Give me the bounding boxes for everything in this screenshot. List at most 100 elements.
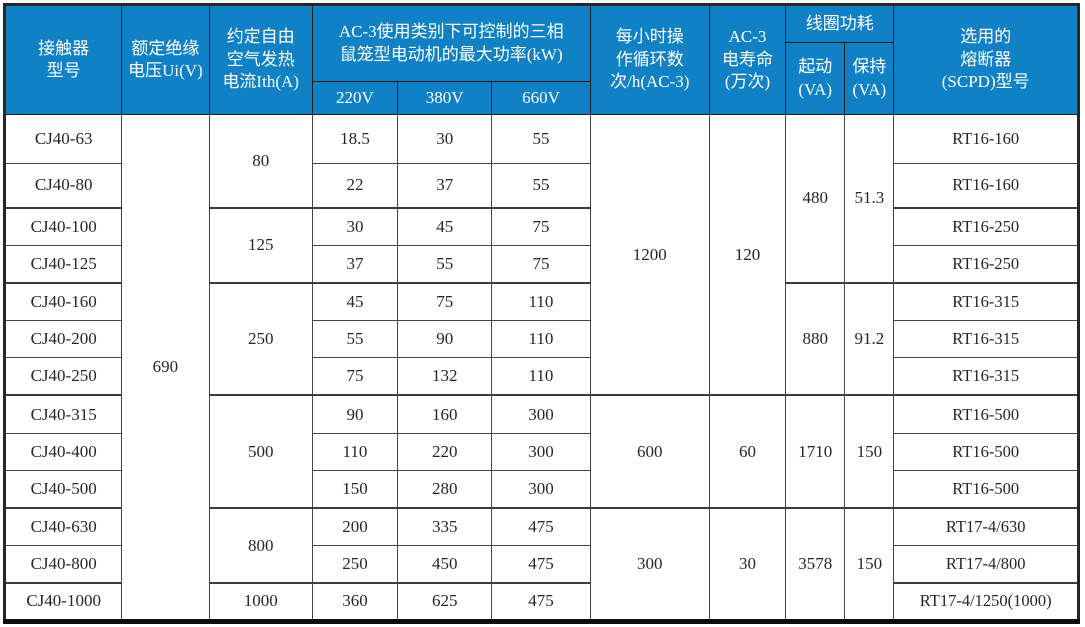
kw220-cell: 18.5 <box>311 114 399 164</box>
model-cell: CJ40-800 <box>3 545 123 584</box>
model-cell: CJ40-500 <box>3 470 123 509</box>
rated-voltage-cell: 690 <box>121 114 210 622</box>
kw660-cell: 475 <box>491 507 591 547</box>
ops-cell: 1200 <box>589 114 710 396</box>
kw220-cell: 75 <box>311 357 399 396</box>
header-kw-660v: 660V <box>491 81 591 115</box>
table-row: CJ40-200 55 90 110 RT16-315 <box>3 319 1079 359</box>
coil-hold-cell: 91.2 <box>844 281 895 396</box>
header-kw-380v: 380V <box>397 81 493 115</box>
table-row: CJ40-500 150 280 300 RT16-500 <box>3 470 1079 509</box>
kw380-cell: 132 <box>397 357 493 396</box>
coil-hold-cell: 150 <box>844 507 895 622</box>
kw660-cell: 300 <box>491 394 591 434</box>
model-cell: CJ40-630 <box>3 507 123 547</box>
kw220-cell: 30 <box>311 206 399 246</box>
kw660-cell: 55 <box>491 114 591 164</box>
fuse-cell: RT16-315 <box>893 319 1079 359</box>
kw380-cell: 335 <box>397 507 493 547</box>
kw380-cell: 45 <box>397 206 493 246</box>
header-electrical-life: AC-3 电寿命 (万次) <box>708 4 787 115</box>
model-cell: CJ40-250 <box>3 357 123 396</box>
table-row: CJ40-125 37 55 75 RT16-250 <box>3 244 1079 284</box>
kw380-cell: 55 <box>397 244 493 284</box>
kw660-cell: 475 <box>491 545 591 584</box>
kw380-cell: 90 <box>397 319 493 359</box>
header-ops-per-hour: 每小时操 作循环数 次/h(AC-3) <box>589 4 710 115</box>
table-row: CJ40-315 500 90 160 300 600 60 1710 150 … <box>3 394 1079 509</box>
header-coil-hold: 保持 (VA) <box>844 42 895 115</box>
model-cell: CJ40-1000 <box>3 582 123 622</box>
model-cell: CJ40-125 <box>3 244 123 284</box>
life-cell: 120 <box>708 114 787 396</box>
ith-cell: 500 <box>208 394 313 509</box>
kw380-cell: 37 <box>397 163 493 208</box>
header-coil-start: 起动 (VA) <box>785 42 846 115</box>
kw220-cell: 90 <box>311 394 399 434</box>
ith-cell: 1000 <box>208 582 313 622</box>
table-body: CJ40-63 690 80 18.5 30 55 1200 120 480 5… <box>3 113 1079 622</box>
ops-cell: 600 <box>589 394 710 509</box>
model-cell: CJ40-315 <box>3 394 123 434</box>
fuse-cell: RT16-500 <box>893 432 1079 472</box>
kw380-cell: 220 <box>397 432 493 472</box>
kw380-cell: 160 <box>397 394 493 434</box>
header-rated-voltage: 额定绝缘 电压Ui(V) <box>121 4 210 115</box>
fuse-cell: RT16-315 <box>893 281 1079 321</box>
life-cell: 60 <box>708 394 787 509</box>
kw660-cell: 75 <box>491 206 591 246</box>
table-row: CJ40-80 22 37 55 RT16-160 <box>3 163 1079 208</box>
coil-start-cell: 880 <box>785 281 846 396</box>
kw220-cell: 250 <box>311 545 399 584</box>
fuse-cell: RT16-500 <box>893 470 1079 509</box>
coil-start-cell: 3578 <box>785 507 846 622</box>
header-thermal-current: 约定自由 空气发热 电流Ith(A) <box>208 4 313 115</box>
model-cell: CJ40-80 <box>3 163 123 208</box>
header-coil-group: 线圈功耗 <box>785 4 895 43</box>
kw660-cell: 110 <box>491 357 591 396</box>
kw220-cell: 45 <box>311 281 399 321</box>
kw660-cell: 110 <box>491 281 591 321</box>
table-header: 接触器 型号 额定绝缘 电压Ui(V) 约定自由 空气发热 电流Ith(A) A… <box>3 4 1079 115</box>
table-row: CJ40-63 690 80 18.5 30 55 1200 120 480 5… <box>3 113 1079 622</box>
kw220-cell: 200 <box>311 507 399 547</box>
kw380-cell: 30 <box>397 114 493 164</box>
table-row: CJ40-250 75 132 110 RT16-315 <box>3 357 1079 396</box>
table-row: CJ40-630 800 200 335 475 300 30 3578 150… <box>3 507 1079 622</box>
ith-cell: 250 <box>208 281 313 396</box>
kw220-cell: 110 <box>311 432 399 472</box>
coil-start-cell: 480 <box>785 113 846 284</box>
fuse-cell: RT17-4/1250(1000) <box>893 582 1079 622</box>
fuse-cell: RT17-4/800 <box>893 545 1079 584</box>
fuse-cell: RT16-315 <box>893 357 1079 396</box>
model-cell: CJ40-100 <box>3 206 123 246</box>
ith-cell: 800 <box>208 507 313 584</box>
coil-hold-cell: 51.3 <box>844 113 895 284</box>
header-kw-220v: 220V <box>311 81 399 115</box>
fuse-cell: RT16-500 <box>893 394 1079 434</box>
table-row: CJ40-160 250 45 75 110 880 91.2 RT16-315 <box>3 281 1079 396</box>
kw220-cell: 22 <box>311 163 399 208</box>
kw660-cell: 300 <box>491 470 591 509</box>
table-row: CJ40-1000 1000 360 625 475 RT17-4/1250(1… <box>3 582 1079 622</box>
model-cell: CJ40-160 <box>3 281 123 321</box>
kw220-cell: 55 <box>311 319 399 359</box>
life-cell: 30 <box>708 507 787 622</box>
fuse-cell: RT16-160 <box>893 114 1079 164</box>
kw220-cell: 37 <box>311 244 399 284</box>
kw380-cell: 280 <box>397 470 493 509</box>
kw660-cell: 300 <box>491 432 591 472</box>
fuse-cell: RT16-250 <box>893 206 1079 246</box>
kw660-cell: 475 <box>491 582 591 622</box>
model-cell: CJ40-400 <box>3 432 123 472</box>
ith-cell: 80 <box>208 114 313 208</box>
kw380-cell: 450 <box>397 545 493 584</box>
model-cell: CJ40-200 <box>3 319 123 359</box>
kw660-cell: 75 <box>491 244 591 284</box>
kw660-cell: 110 <box>491 319 591 359</box>
table-row: CJ40-800 250 450 475 RT17-4/800 <box>3 545 1079 584</box>
header-fuse: 选用的 熔断器 (SCPD)型号 <box>893 4 1079 115</box>
fuse-cell: RT17-4/630 <box>893 507 1079 547</box>
coil-start-cell: 1710 <box>785 394 846 509</box>
fuse-cell: RT16-160 <box>893 163 1079 208</box>
